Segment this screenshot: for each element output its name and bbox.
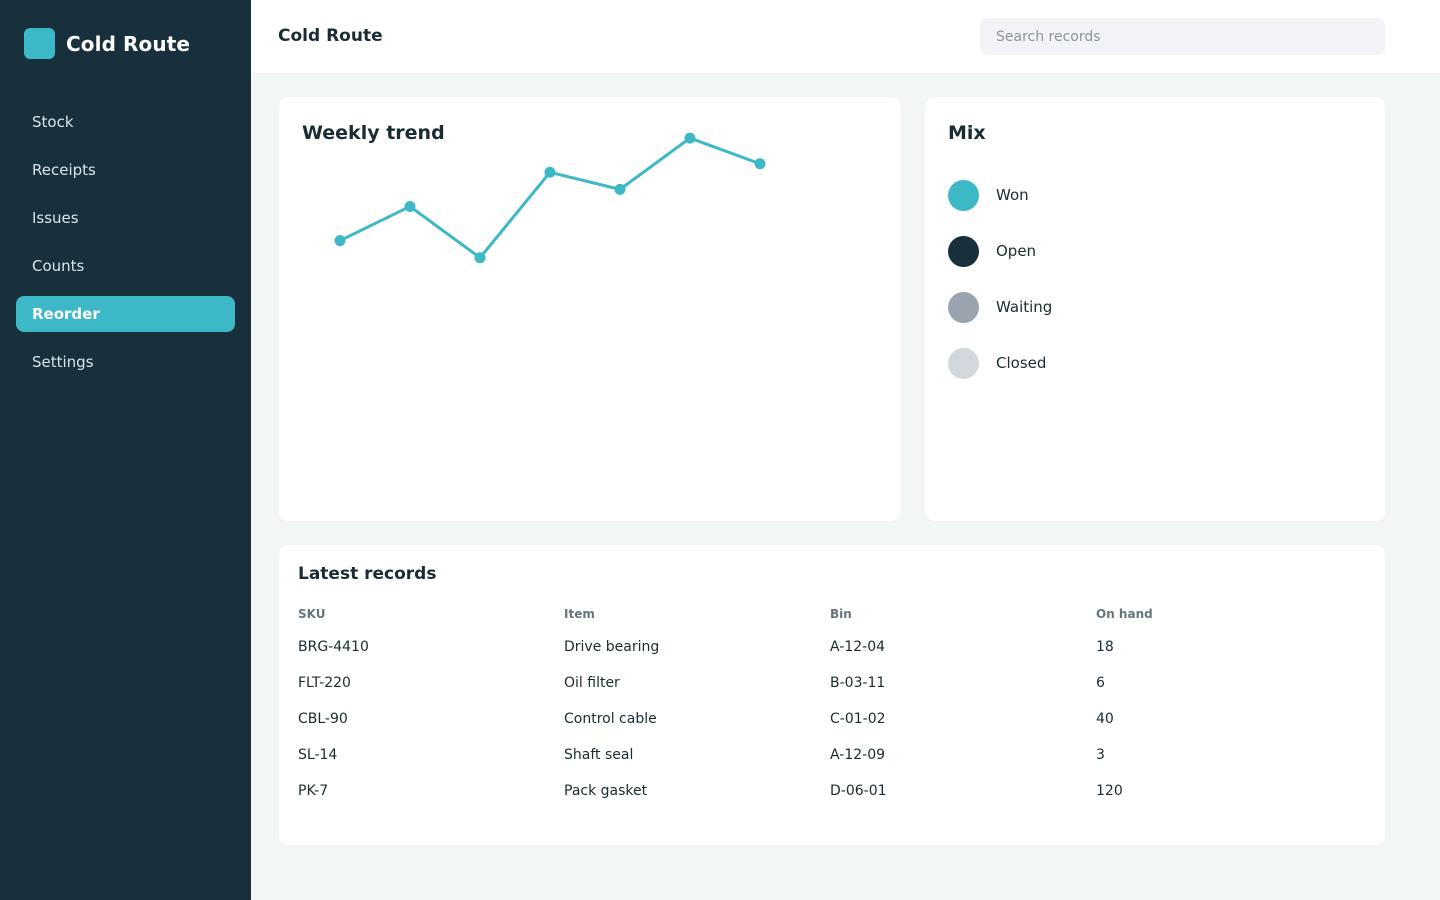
on-hand-cell: 40 [1096, 711, 1114, 727]
on-hand-cell: 6 [1096, 675, 1105, 691]
sidebar: Cold Route Stock Receipts Issues Counts … [0, 0, 251, 900]
legend-item-closed: Closed [948, 347, 1052, 379]
weekly-trend-chart [334, 132, 766, 264]
table-row[interactable]: FLT-220 Oil filter B-03-11 6 [298, 665, 1362, 701]
sidebar-item-label: Settings [32, 353, 94, 371]
column-header-bin: Bin [830, 607, 852, 621]
item-cell: Control cable [564, 711, 657, 727]
trend-point-6[interactable] [684, 132, 696, 144]
sidebar-item-issues[interactable]: Issues [16, 200, 235, 236]
sku-cell: CBL-90 [298, 711, 348, 727]
brand-logo-icon [24, 28, 55, 59]
legend-swatch [948, 235, 979, 267]
sku-cell: SL-14 [298, 747, 338, 763]
trend-point-5[interactable] [614, 183, 626, 195]
item-cell: Pack gasket [564, 783, 648, 799]
legend-item-waiting: Waiting [948, 291, 1052, 323]
legend-label: Closed [996, 354, 1047, 372]
legend-swatch [948, 347, 979, 379]
legend-label: Won [996, 186, 1029, 204]
legend-item-won: Won [948, 179, 1052, 211]
sidebar-item-label: Stock [32, 113, 74, 131]
legend-swatch [948, 291, 979, 323]
brand-name: Cold Route [66, 31, 191, 56]
bin-cell: A-12-09 [830, 747, 886, 763]
trend-point-7[interactable] [754, 158, 766, 170]
trend-point-1[interactable] [334, 235, 346, 247]
table-row[interactable]: SL-14 Shaft seal A-12-09 3 [298, 737, 1362, 773]
sku-cell: PK-7 [298, 783, 329, 799]
bin-cell: D-06-01 [830, 783, 887, 799]
legend-item-open: Open [948, 235, 1052, 267]
on-hand-cell: 3 [1096, 747, 1105, 763]
on-hand-cell: 18 [1096, 639, 1114, 655]
trend-point-2[interactable] [404, 200, 416, 212]
sku-cell: BRG-4410 [298, 639, 369, 655]
sidebar-item-label: Counts [32, 257, 85, 275]
sku-cell: FLT-220 [298, 675, 351, 691]
trend-point-4[interactable] [544, 166, 556, 178]
on-hand-cell: 120 [1096, 783, 1123, 799]
page-title: Cold Route [278, 26, 383, 46]
legend-label: Open [996, 242, 1037, 260]
column-header-item: Item [564, 607, 595, 621]
sidebar-item-label: Issues [32, 209, 79, 227]
latest-records-title: Latest records [298, 564, 437, 584]
trend-series-line [339, 136, 761, 260]
table-row[interactable]: CBL-90 Control cable C-01-02 40 [298, 701, 1362, 737]
sidebar-item-label: Reorder [32, 305, 100, 323]
column-header-sku: SKU [298, 607, 326, 621]
legend-label: Waiting [996, 298, 1053, 316]
sidebar-item-settings[interactable]: Settings [16, 344, 235, 380]
mix-legend: Won Open Waiting Closed [948, 179, 1052, 403]
weekly-trend-title: Weekly trend [302, 122, 445, 144]
mix-title: Mix [948, 122, 986, 144]
table-row[interactable]: BRG-4410 Drive bearing A-12-04 18 [298, 629, 1362, 665]
item-cell: Shaft seal [564, 747, 634, 763]
search-input[interactable] [980, 18, 1385, 55]
bin-cell: B-03-11 [830, 675, 886, 691]
sidebar-item-counts[interactable]: Counts [16, 248, 235, 284]
brand[interactable]: Cold Route [24, 28, 190, 59]
sidebar-nav: Stock Receipts Issues Counts Reorder Set… [16, 104, 235, 392]
table-row[interactable]: PK-7 Pack gasket D-06-01 120 [298, 773, 1362, 809]
item-cell: Drive bearing [564, 639, 660, 655]
sidebar-item-reorder[interactable]: Reorder [16, 296, 235, 332]
table-header-row: SKU Item Bin On hand [298, 601, 1362, 627]
mix-card: Mix Won Open Waiting Closed [925, 97, 1385, 521]
latest-records-card: Latest records SKU Item Bin On hand BRG-… [279, 545, 1385, 845]
column-header-on-hand: On hand [1096, 607, 1153, 621]
sidebar-item-label: Receipts [32, 161, 96, 179]
top-bar: Cold Route [251, 0, 1440, 73]
bin-cell: A-12-04 [830, 639, 886, 655]
records-table: SKU Item Bin On hand BRG-4410 Drive bear… [298, 601, 1362, 809]
bin-cell: C-01-02 [830, 711, 886, 727]
legend-swatch [948, 179, 979, 211]
sidebar-item-receipts[interactable]: Receipts [16, 152, 235, 188]
item-cell: Oil filter [564, 675, 620, 691]
weekly-trend-card: Weekly trend [279, 97, 901, 521]
sidebar-item-stock[interactable]: Stock [16, 104, 235, 140]
trend-point-3[interactable] [474, 252, 486, 264]
